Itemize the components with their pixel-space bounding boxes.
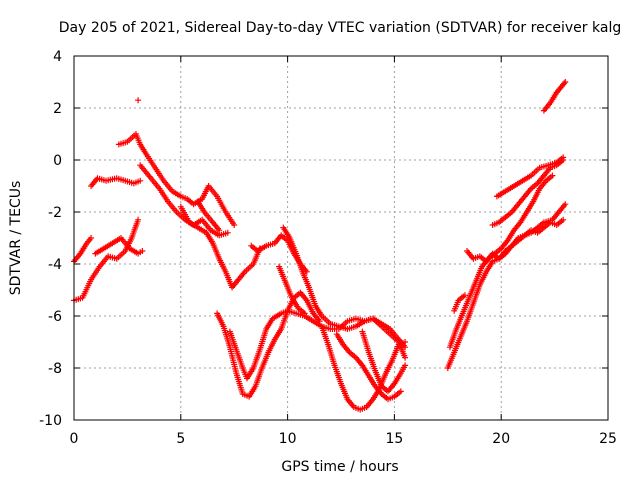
x-tick-label: 0 xyxy=(70,431,79,447)
series-track xyxy=(71,235,95,265)
series-track xyxy=(214,289,323,400)
y-tick-label: -2 xyxy=(48,205,62,221)
grid xyxy=(74,56,608,420)
x-tick-label: 25 xyxy=(599,431,617,447)
x-axis-label: GPS time / hours xyxy=(281,459,398,475)
data-point-marker xyxy=(562,201,569,208)
x-tick-label: 15 xyxy=(385,431,403,447)
data-point-marker xyxy=(402,354,409,361)
data-point-marker xyxy=(137,177,144,184)
series-track xyxy=(115,131,238,228)
data-point-marker xyxy=(216,227,223,234)
series-track xyxy=(92,235,146,257)
series-track xyxy=(464,216,567,265)
data-point-marker xyxy=(549,172,556,179)
series-track xyxy=(370,315,409,361)
y-tick-label: -8 xyxy=(48,361,62,377)
series-track xyxy=(540,79,569,114)
y-tick-label: 4 xyxy=(53,49,62,65)
series-track xyxy=(276,263,308,317)
data-point-marker xyxy=(135,97,142,104)
y-tick-label: -10 xyxy=(39,413,62,429)
series-track xyxy=(88,175,144,189)
plot-frame xyxy=(73,55,609,421)
data-point-marker xyxy=(402,339,409,345)
data-point-marker xyxy=(231,222,238,228)
data-point-marker xyxy=(561,80,568,87)
data-point-marker xyxy=(139,248,146,254)
series-track xyxy=(135,97,142,104)
series-track xyxy=(194,198,223,234)
data-point-marker xyxy=(562,79,569,85)
series-track xyxy=(446,172,556,351)
data-point-marker xyxy=(135,216,142,223)
series-track xyxy=(71,216,142,304)
x-tick-label: 5 xyxy=(176,431,185,447)
chart-title: Day 205 of 2021, Sidereal Day-to-day VTE… xyxy=(59,20,621,36)
series-track xyxy=(451,292,468,314)
y-tick-label: -4 xyxy=(48,257,62,273)
data-point-marker xyxy=(402,344,409,351)
y-tick-label: 0 xyxy=(53,153,62,169)
data-point-marker xyxy=(560,216,567,223)
series-track xyxy=(280,224,377,332)
series-track xyxy=(177,203,263,291)
y-tick-label: 2 xyxy=(53,101,62,117)
series-track xyxy=(493,154,567,200)
x-tick-label: 20 xyxy=(492,431,510,447)
data-point-marker xyxy=(301,310,308,317)
data-points xyxy=(71,79,569,413)
y-tick-label: -6 xyxy=(48,309,62,325)
data-point-marker xyxy=(88,235,95,241)
series-track xyxy=(333,331,404,403)
data-point-marker xyxy=(402,362,409,369)
y-axis-label: SDTVAR / TECUs xyxy=(8,181,24,296)
data-point-marker xyxy=(560,154,567,161)
series-track xyxy=(444,201,569,371)
data-point-marker xyxy=(397,388,404,395)
data-point-marker xyxy=(461,292,468,299)
series-track xyxy=(359,328,409,395)
data-point-marker xyxy=(224,229,231,236)
x-tick-label: 10 xyxy=(279,431,297,447)
axis-ticks: 0 5 10 15 20 25 -10 -8 -6 -4 -2 0 2 4 xyxy=(39,49,617,447)
